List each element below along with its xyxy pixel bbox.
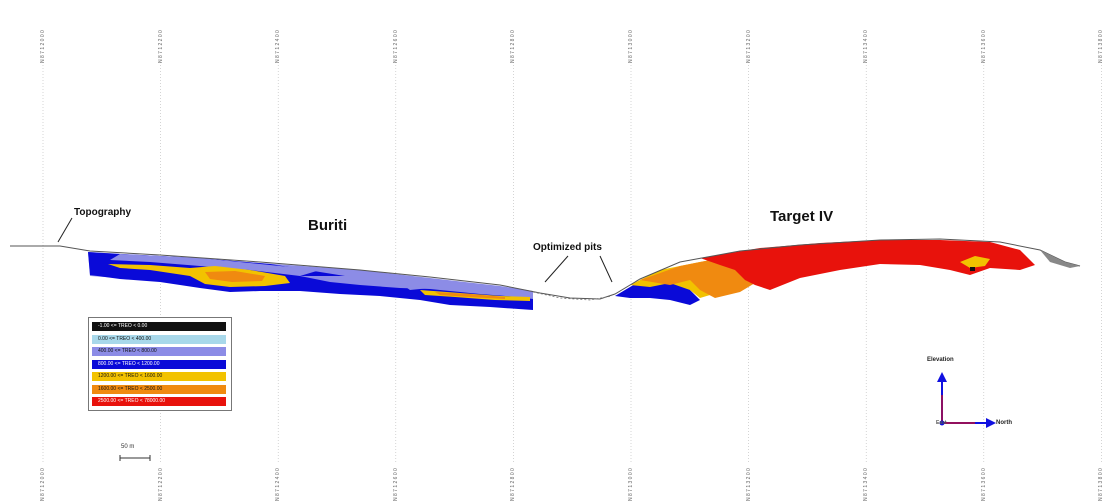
scale-bar-label: 50 m: [121, 444, 135, 450]
northing-tick-label: N 8 7 1 2 4 0 0: [275, 30, 282, 63]
northing-tick-label: N 8 7 1 3 4 0 0: [863, 30, 870, 63]
legend-swatch: [92, 334, 226, 344]
legend-item: 2500.00 <= TREO < 78000.00: [92, 396, 228, 406]
legend-swatch: [92, 322, 226, 331]
elevation-axis-label: Elevation: [927, 357, 954, 363]
legend-swatch: [92, 359, 226, 369]
north-arrowhead: [986, 418, 996, 428]
northing-tick-label: N 8 7 1 3 2 0 0: [745, 468, 752, 501]
east-axis-label: East: [936, 420, 947, 426]
legend-label: 800.00 <= TREO < 1200.00: [98, 360, 160, 367]
scale-bar: [119, 455, 151, 461]
topography-label: Topography: [74, 207, 132, 218]
topography-right-edge: [1040, 250, 1080, 268]
legend-label: 2500.00 <= TREO < 78000.00: [98, 398, 166, 404]
legend-item: 1600.00 <= TREO < 2500.00: [92, 384, 228, 394]
legend-label: 400.00 <= TREO < 800.00: [98, 348, 157, 354]
legend-swatch: [92, 384, 226, 394]
east-axis-origin: [939, 420, 945, 426]
legend-swatch: [92, 372, 226, 381]
topography-leader: [57, 217, 73, 243]
northing-tick-label: N 8 7 1 3 4 0 0: [863, 468, 870, 501]
legend-item: -1.00 <= TREO < 0.00: [92, 321, 228, 331]
northing-tick-label: N 8 7 1 2 0 0 0: [40, 30, 46, 63]
northing-tick-label: N 8 7 1 2 2 0 0: [157, 468, 164, 501]
northing-tick-label: N 8 7 1 3 0 0 0: [628, 468, 634, 501]
pit-leader-left: [544, 255, 569, 283]
legend-label: 0.00 <= TREO < 400.00: [98, 335, 152, 342]
northing-tick-label: N 8 7 1 3 8 0 0: [1098, 19, 1102, 63]
legend-item: 0.00 <= TREO < 400.00: [92, 334, 228, 344]
target-iv-black-spot: [970, 267, 975, 271]
northing-tick-label: N 8 7 1 2 0 0 0: [40, 468, 46, 501]
legend-item: 400.00 <= TREO < 800.00: [92, 346, 228, 356]
northing-tick-label: N 8 7 1 2 8 0 0: [510, 468, 517, 501]
legend-label: 1200.00 <= TREO < 1600.00: [98, 373, 163, 379]
legend-swatch: [92, 347, 226, 356]
optimized-pit-outline-left: [532, 291, 613, 301]
optimized-pits-label: Optimized pits: [533, 242, 602, 253]
buriti-lavender-right: [300, 276, 533, 298]
north-axis-label: North: [996, 420, 1012, 426]
target-iv-yellow-pocket: [960, 256, 990, 268]
northing-tick-label: N 8 7 1 3 6 0 0: [980, 30, 987, 63]
pit-leader-right: [599, 255, 613, 283]
buriti-block-model: [88, 252, 533, 310]
legend-item: 1200.00 <= TREO < 1600.00: [92, 371, 228, 381]
northing-tick-label: N 8 7 1 3 8 0 0: [1098, 457, 1102, 501]
target-iv-block-model: [615, 240, 1035, 305]
northing-tick-label: N 8 7 1 2 2 0 0: [157, 30, 164, 63]
legend-label: 1600.00 <= TREO < 2500.00: [98, 385, 163, 392]
buriti-label: Buriti: [308, 217, 348, 234]
northing-tick-label: N 8 7 1 3 6 0 0: [980, 468, 987, 501]
buriti-blue-zone: [88, 252, 533, 310]
northing-tick-label: N 8 7 1 2 6 0 0: [392, 30, 399, 63]
legend-swatch: [92, 397, 226, 406]
northing-tick-label: N 8 7 1 2 4 0 0: [275, 468, 282, 501]
legend-item: 800.00 <= TREO < 1200.00: [92, 359, 228, 369]
buriti-lavender-inner: [110, 254, 320, 276]
topography-line: [10, 238, 1081, 300]
northing-tick-label: N 8 7 1 3 0 0 0: [628, 30, 634, 63]
target-iv-label: Target IV: [770, 208, 834, 225]
northing-tick-label: N 8 7 1 3 2 0 0: [745, 30, 752, 63]
buriti-orange-zone-2: [435, 292, 505, 299]
elevation-arrowhead: [937, 372, 947, 382]
treo-legend: -1.00 <= TREO < 0.00 0.00 <= TREO < 400.0…: [88, 317, 232, 411]
northing-tick-label: N 8 7 1 2 8 0 0: [510, 30, 517, 63]
orientation-axes: [937, 372, 996, 428]
legend-label: -1.00 <= TREO < 0.00: [98, 323, 148, 329]
buriti-orange-zone-1: [205, 271, 265, 282]
northing-tick-label: N 8 7 1 2 6 0 0: [392, 468, 399, 501]
target-iv-red-zone: [700, 240, 1035, 290]
